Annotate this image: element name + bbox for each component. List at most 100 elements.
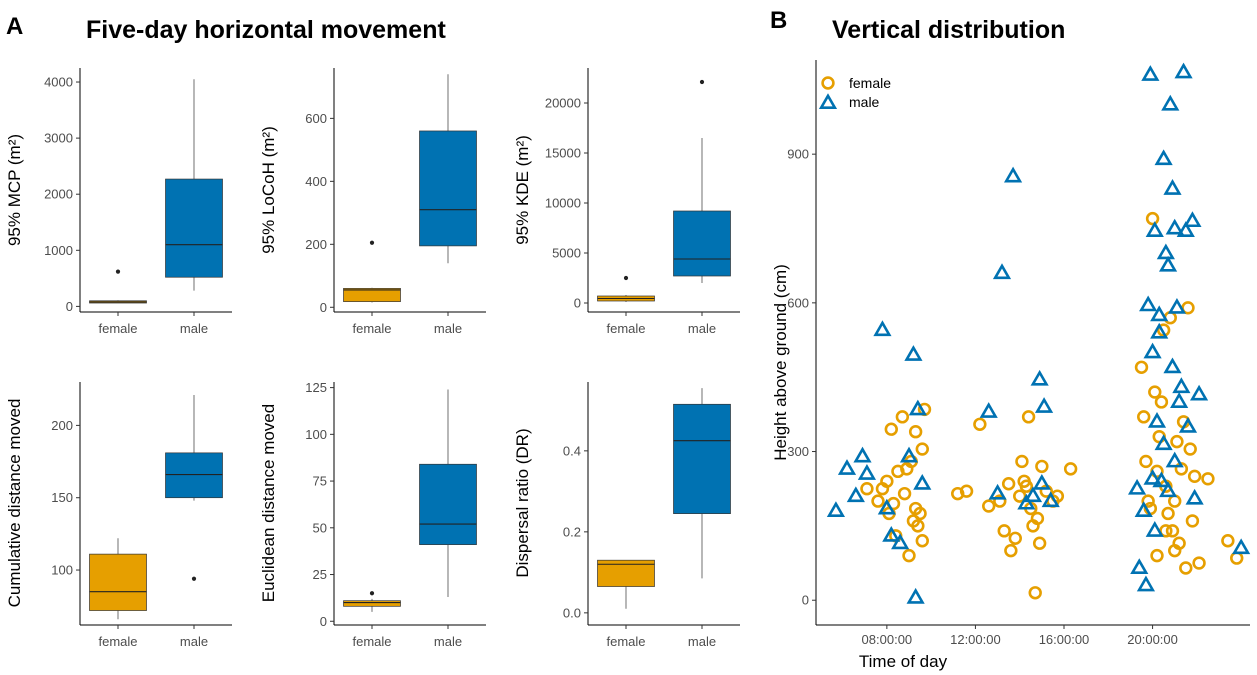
panel-b-title: Vertical distribution: [832, 16, 1065, 44]
y-tick-label: 0: [66, 299, 73, 314]
y-tick-label: 75: [313, 474, 327, 489]
point-male: [853, 446, 872, 463]
point-female: [902, 548, 916, 563]
x-tick-label: male: [688, 634, 716, 649]
y-tick-label: 125: [305, 380, 327, 395]
scatter-plot: 0 300 600 900 08:00:00 12:00:00 16:00:00 20:00:…: [771, 60, 1251, 671]
point-male: [873, 320, 892, 337]
outlier-point: [191, 576, 197, 581]
point-female: [1063, 462, 1078, 476]
box-male: [165, 452, 223, 499]
y-tick-label: 0.4: [563, 443, 581, 458]
point-male: [1032, 473, 1051, 490]
y-tick-label: 150: [51, 490, 73, 505]
point-male: [1143, 468, 1162, 485]
point-male: [906, 587, 925, 604]
point-female: [1150, 548, 1164, 563]
point-male: [1176, 221, 1195, 237]
y-tick-label: 15000: [545, 146, 581, 161]
outlier-point: [369, 240, 375, 245]
point-male: [1172, 377, 1191, 394]
boxplot-5: 0 25 50 75 100 125 female male Euclidean distanc…: [259, 380, 486, 649]
box-male: [673, 210, 731, 277]
point-female: [1187, 469, 1202, 484]
point-male: [1017, 493, 1036, 510]
legend-key-male: [818, 93, 838, 109]
point-female: [1161, 506, 1175, 521]
y-tick-label: 50: [313, 520, 327, 535]
panel-a-title: Five-day horizontal movement: [86, 16, 446, 44]
point-male: [1158, 255, 1178, 272]
y-axis-label: Dispersal ratio (DR): [513, 428, 532, 577]
box-female: [89, 553, 147, 611]
point-female: [951, 486, 965, 501]
point-male: [826, 501, 846, 517]
point-female: [959, 484, 974, 498]
y-axis-label: 95% LoCoH (m²): [259, 126, 278, 254]
point-female: [1179, 561, 1193, 575]
point-female: [1032, 536, 1047, 550]
point-female: [891, 464, 905, 479]
point-male: [1130, 558, 1149, 574]
point-male: [1143, 342, 1162, 359]
y-tick-label: 10000: [545, 196, 581, 211]
point-female: [1001, 477, 1016, 491]
box-male: [673, 403, 731, 514]
point-male: [904, 345, 923, 361]
x-tick-label: male: [180, 634, 208, 649]
point-female: [1159, 524, 1173, 538]
point-male: [1145, 221, 1164, 237]
box-male: [419, 463, 477, 545]
y-tick-label: 4000: [44, 75, 73, 90]
point-female: [1185, 514, 1200, 528]
point-female: [1230, 551, 1244, 565]
point-female: [911, 519, 925, 533]
point-female: [1139, 454, 1153, 469]
x-axis-label: Time of day: [859, 652, 948, 671]
point-female: [897, 486, 912, 501]
point-female: [993, 494, 1007, 508]
point-male: [837, 459, 857, 475]
legend-key-female: [821, 76, 835, 90]
point-female: [1181, 301, 1195, 315]
y-tick-label: 25: [313, 567, 327, 582]
point-male: [1150, 322, 1169, 339]
x-tick-label: 20:00:00: [1127, 632, 1178, 647]
y-tick-label: 0: [574, 296, 581, 311]
y-axis-label: 95% KDE (m²): [513, 135, 532, 245]
box-male: [419, 130, 477, 247]
point-male: [1150, 305, 1169, 322]
x-tick-label: female: [98, 634, 137, 649]
y-tick-label: 200: [305, 237, 327, 252]
point-male: [1165, 218, 1184, 235]
point-female: [1028, 586, 1042, 600]
point-female: [1201, 472, 1215, 486]
y-tick-label: 0.0: [563, 605, 581, 620]
point-female: [1004, 543, 1018, 558]
point-female: [1221, 534, 1235, 548]
point-male: [988, 483, 1007, 500]
point-male: [891, 533, 910, 550]
point-male: [1034, 397, 1054, 413]
point-female: [1035, 459, 1049, 474]
y-axis-label: Height above ground (cm): [771, 264, 790, 461]
point-female: [880, 474, 894, 488]
box-male: [165, 178, 223, 278]
point-male: [1232, 538, 1251, 555]
point-female: [1154, 395, 1169, 409]
y-tick-label: 400: [305, 174, 327, 189]
x-tick-label: 16:00:00: [1039, 632, 1090, 647]
point-female: [871, 494, 885, 508]
y-tick-label: 0: [802, 593, 809, 608]
point-female: [915, 442, 929, 456]
point-female: [884, 422, 898, 436]
y-axis-label: Euclidean distance moved: [259, 404, 278, 602]
point-male: [1156, 243, 1175, 260]
point-female: [1134, 360, 1149, 374]
legend: female male: [818, 75, 891, 110]
point-male: [1141, 65, 1160, 81]
point-male: [1147, 411, 1167, 428]
point-male: [899, 446, 919, 463]
y-tick-label: 3000: [44, 131, 73, 146]
